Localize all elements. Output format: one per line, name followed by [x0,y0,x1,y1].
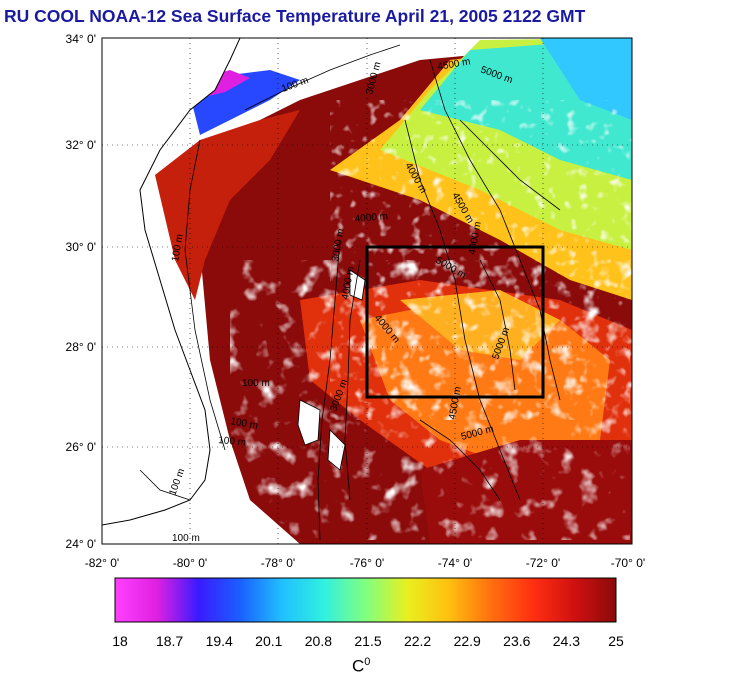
colorbar-ticks: 18 18.7 19.4 20.1 20.8 21.5 22.2 22.9 23.6 24.3 25 [112,633,624,649]
colorbar-tick-label: 19.4 [206,633,233,649]
contour-label: 100 m [242,378,270,389]
graticule [102,38,632,544]
colorbar-unit: C0 [352,656,370,677]
lon-tick: -82° 0' [85,556,119,570]
colorbar-tick-label: 23.6 [503,633,530,649]
lat-tick: 32° 0' [66,138,96,152]
colorbar-tick-label: 18.7 [156,633,183,649]
lon-tick: -74° 0' [438,556,472,570]
contour-label: 4000 m [354,211,388,225]
sst-field [102,38,632,544]
contour-label: 100 m [170,233,186,262]
lon-tick: -78° 0' [261,556,295,570]
contour-label: 100 m [218,435,247,448]
map-frame [101,37,633,545]
unit-superscript: 0 [364,656,371,668]
map-title: RU COOL NOAA-12 Sea Surface Temperature … [4,6,586,26]
colorbar-tick-label: 24.3 [553,633,580,649]
colorbar-tick-label: 22.9 [454,633,481,649]
bathymetry-contours [139,44,561,541]
colorbar-tick-label: 22.2 [404,633,431,649]
colorbar-tick-label: 20.8 [305,633,332,649]
lon-tick: -76° 0' [350,556,384,570]
colorbar-tick-label: 21.5 [354,633,381,649]
colorbar-tick-label: 25 [608,633,624,649]
lat-tick: 26° 0' [66,440,96,454]
contour-label: 100 m [172,533,200,544]
lon-tick: -70° 0' [611,556,645,570]
lon-tick: -80° 0' [173,556,207,570]
y-axis: 34° 0' 32° 0' 30° 0' 28° 0' 26° 0' 24° 0… [66,32,96,551]
colorbar-tick-label: 20.1 [255,633,282,649]
colorbar [114,577,617,623]
lat-tick: 34° 0' [66,32,96,46]
x-axis: -82° 0' -80° 0' -78° 0' -76° 0' -74° 0' … [85,556,645,570]
unit-symbol: C [352,656,365,676]
lat-tick: 24° 0' [66,537,96,551]
lat-tick: 30° 0' [66,240,96,254]
lon-tick: -72° 0' [526,556,560,570]
colorbar-tick-label: 18 [112,633,128,649]
lat-tick: 28° 0' [66,340,96,354]
analysis-box [365,245,545,399]
contour-label: 100 m [229,416,258,432]
